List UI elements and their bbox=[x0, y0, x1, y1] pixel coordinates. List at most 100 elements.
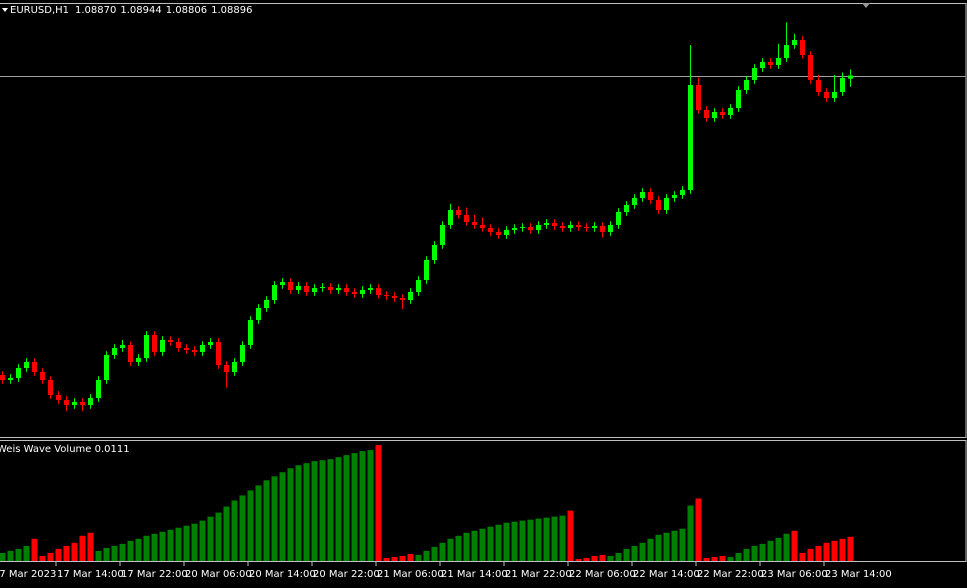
volume-bar bbox=[527, 519, 534, 561]
x-tick-label: 17 Mar 2023 bbox=[0, 569, 56, 580]
candle-body bbox=[656, 200, 661, 210]
volume-bar bbox=[263, 480, 270, 561]
x-tick-label: 17 Mar 14:00 bbox=[57, 569, 124, 580]
volume-bar bbox=[351, 453, 358, 561]
volume-bar bbox=[751, 545, 758, 561]
volume-bar bbox=[415, 554, 422, 561]
candle-body bbox=[72, 402, 77, 405]
volume-bar bbox=[327, 459, 334, 561]
candle-body bbox=[624, 205, 629, 212]
volume-bar bbox=[287, 468, 294, 561]
volume-bar bbox=[447, 538, 454, 561]
x-tick-label: 21 Mar 06:00 bbox=[377, 569, 444, 580]
x-tick-label: 20 Mar 14:00 bbox=[249, 569, 316, 580]
candle-body bbox=[840, 78, 845, 92]
volume-bar bbox=[695, 498, 702, 561]
volume-bar bbox=[359, 451, 366, 561]
volume-bar bbox=[767, 540, 774, 561]
volume-bar bbox=[215, 512, 222, 561]
candle-body bbox=[776, 58, 781, 65]
candle-body bbox=[496, 232, 501, 235]
candle-body bbox=[512, 228, 517, 230]
volume-bar bbox=[391, 556, 398, 561]
x-tick-label: 23 Mar 14:00 bbox=[825, 569, 892, 580]
candle-body bbox=[80, 402, 85, 405]
candle-body bbox=[456, 210, 461, 215]
candle-body bbox=[384, 295, 389, 296]
x-tick-label: 17 Mar 22:00 bbox=[121, 569, 188, 580]
volume-bar bbox=[175, 527, 182, 561]
candle-body bbox=[328, 287, 333, 290]
volume-bar bbox=[639, 542, 646, 561]
candle-body bbox=[112, 348, 117, 355]
candle-body bbox=[136, 358, 141, 362]
volume-bar bbox=[151, 533, 158, 561]
volume-bar bbox=[783, 533, 790, 561]
volume-bar bbox=[63, 545, 70, 561]
candle-body bbox=[720, 112, 725, 115]
volume-bar bbox=[663, 532, 670, 561]
symbol-menu-arrow[interactable] bbox=[2, 8, 8, 12]
candle-body bbox=[816, 80, 821, 92]
candle-body bbox=[152, 335, 157, 352]
candle-body bbox=[288, 282, 293, 290]
volume-bar bbox=[311, 461, 318, 561]
candle-body bbox=[480, 225, 485, 228]
volume-bar bbox=[71, 542, 78, 561]
candle-body bbox=[40, 372, 45, 380]
volume-bar bbox=[7, 550, 14, 561]
candle-body bbox=[16, 368, 21, 378]
volume-bar bbox=[279, 472, 286, 561]
candle-body bbox=[0, 375, 5, 380]
candle-body bbox=[248, 320, 253, 345]
volume-bar bbox=[839, 538, 846, 561]
candle-body bbox=[400, 298, 405, 300]
volume-bar bbox=[191, 523, 198, 561]
candle-body bbox=[104, 355, 109, 380]
close-value: 1.08896 bbox=[211, 5, 252, 16]
volume-bar bbox=[719, 555, 726, 561]
candle-body bbox=[376, 288, 381, 295]
candle-body bbox=[664, 198, 669, 210]
volume-bar bbox=[431, 546, 438, 561]
volume-bar bbox=[823, 542, 830, 561]
candle-body bbox=[344, 288, 349, 292]
volume-bar bbox=[655, 534, 662, 561]
candle-body bbox=[600, 226, 605, 232]
x-tick-label: 23 Mar 06:00 bbox=[761, 569, 828, 580]
candle-body bbox=[424, 260, 429, 280]
candle-body bbox=[312, 288, 317, 292]
candle-body bbox=[616, 212, 621, 225]
x-tick-label: 22 Mar 14:00 bbox=[633, 569, 700, 580]
candle-body bbox=[576, 225, 581, 227]
volume-bar bbox=[343, 455, 350, 561]
x-tick-label: 21 Mar 14:00 bbox=[441, 569, 508, 580]
candle-body bbox=[520, 227, 525, 228]
volume-bar bbox=[95, 550, 102, 561]
candle-body bbox=[184, 348, 189, 350]
volume-bar bbox=[423, 550, 430, 561]
volume-bar bbox=[679, 528, 686, 561]
volume-bar bbox=[807, 548, 814, 561]
candle-body bbox=[432, 245, 437, 260]
volume-bar bbox=[135, 538, 142, 561]
candle-body bbox=[296, 286, 301, 290]
volume-bar bbox=[271, 476, 278, 561]
candle-body bbox=[64, 400, 69, 405]
volume-bar bbox=[335, 457, 342, 561]
open-value: 1.08870 bbox=[75, 5, 116, 16]
high-value: 1.08944 bbox=[120, 5, 161, 16]
candle-body bbox=[360, 290, 365, 294]
volume-bar bbox=[551, 516, 558, 561]
candle-body bbox=[8, 378, 13, 380]
volume-bar bbox=[623, 548, 630, 561]
volume-bar bbox=[143, 535, 150, 561]
shift-marker[interactable] bbox=[862, 3, 870, 8]
volume-bar bbox=[559, 515, 566, 561]
candle-body bbox=[336, 288, 341, 290]
candle-body bbox=[440, 225, 445, 245]
candle-body bbox=[208, 342, 213, 345]
candle-body bbox=[200, 345, 205, 352]
volume-bar bbox=[239, 495, 246, 561]
